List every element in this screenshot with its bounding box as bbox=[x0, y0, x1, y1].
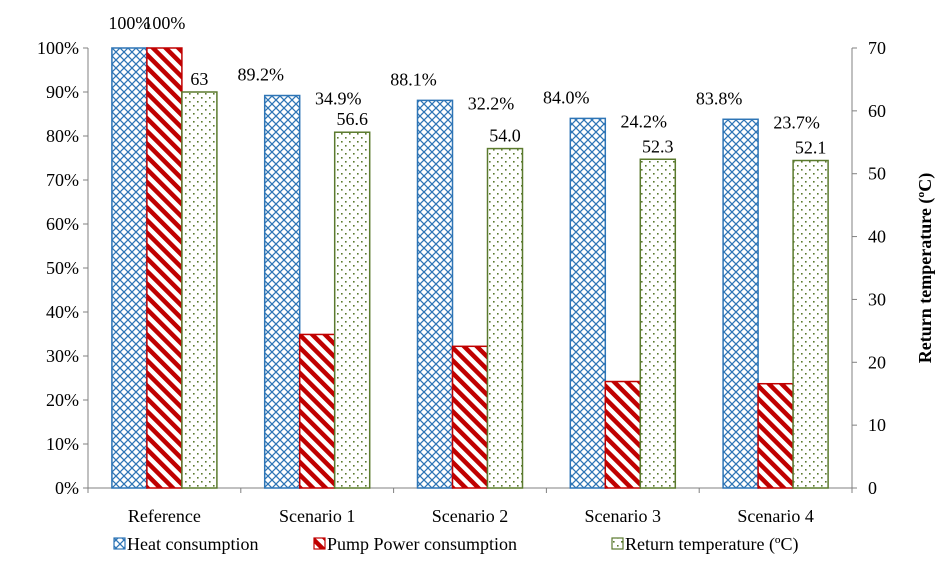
bar-heat-consumption bbox=[263, 94, 301, 489]
right-tick-label: 0 bbox=[868, 478, 877, 498]
left-tick-label: 90% bbox=[46, 82, 79, 102]
right-tick-label: 60 bbox=[868, 101, 886, 121]
bar-return-temperature bbox=[792, 159, 829, 489]
legend-swatch-heat-consumption bbox=[113, 537, 126, 550]
bar-return-temperature bbox=[486, 147, 524, 489]
data-label-return-temperature: 52.1 bbox=[795, 138, 827, 158]
legend-swatch-return-temperature bbox=[611, 537, 624, 550]
bar-return-temperature bbox=[333, 131, 371, 489]
right-tick-label: 50 bbox=[868, 164, 886, 184]
right-tick-label: 20 bbox=[868, 352, 886, 372]
bar-heat-consumption bbox=[569, 117, 607, 489]
legend-label-return-temperature: Return temperature (ºC) bbox=[625, 534, 799, 555]
left-tick-label: 60% bbox=[46, 214, 79, 234]
right-tick-label: 70 bbox=[868, 38, 886, 58]
bar-pump-power-consumption bbox=[604, 380, 642, 489]
x-tick-label: Reference bbox=[128, 506, 201, 526]
data-label-heat-consumption: 89.2% bbox=[237, 65, 284, 85]
bar-return-temperature bbox=[181, 91, 218, 489]
left-tick-label: 0% bbox=[55, 478, 79, 498]
data-label-return-temperature: 63 bbox=[190, 69, 208, 89]
left-tick-label: 10% bbox=[46, 434, 79, 454]
data-label-return-temperature: 56.6 bbox=[336, 109, 368, 129]
x-tick-label: Scenario 1 bbox=[279, 506, 355, 526]
data-label-pump-power-consumption: 32.2% bbox=[468, 93, 515, 113]
bar-heat-consumption bbox=[722, 118, 759, 489]
data-label-pump-power-consumption: 100% bbox=[143, 13, 185, 33]
bar-return-temperature bbox=[639, 158, 677, 489]
right-tick-label: 30 bbox=[868, 289, 886, 309]
data-label-pump-power-consumption: 24.2% bbox=[621, 111, 668, 131]
data-labels: 100%100% 63 89.2% 34.9%56.6 88.1% 32.2% 54.0 84… bbox=[108, 13, 826, 158]
left-tick-label: 50% bbox=[46, 258, 79, 278]
x-tick-label: Scenario 3 bbox=[585, 506, 661, 526]
legend: Heat consumption Pump Power consumption Re… bbox=[113, 534, 799, 555]
left-tick-label: 100% bbox=[37, 38, 79, 58]
data-label-pump-power-consumption: 34.9% bbox=[315, 89, 362, 109]
left-tick-label: 20% bbox=[46, 390, 79, 410]
data-label-heat-consumption: 100% bbox=[108, 13, 150, 33]
left-tick-label: 80% bbox=[46, 126, 79, 146]
data-label-pump-power-consumption: 23.7% bbox=[773, 112, 820, 132]
bar-heat-consumption bbox=[416, 99, 454, 489]
x-tick-label: Scenario 4 bbox=[737, 506, 813, 526]
data-label-return-temperature: 54.0 bbox=[489, 126, 521, 146]
data-label-heat-consumption: 88.1% bbox=[390, 69, 437, 89]
data-label-return-temperature: 52.3 bbox=[642, 136, 674, 156]
axes: 0% 10% 20% 30% 40% 50% 60% 70% 80% 90% 100% 0 10 20 30… bbox=[37, 38, 936, 526]
data-label-heat-consumption: 84.0% bbox=[543, 87, 590, 107]
bar-pump-power-consumption bbox=[298, 333, 336, 489]
legend-swatch-pump-power-consumption bbox=[313, 537, 326, 550]
legend-label-heat-consumption: Heat consumption bbox=[127, 534, 258, 554]
right-tick-label: 10 bbox=[868, 415, 886, 435]
left-tick-label: 40% bbox=[46, 302, 79, 322]
bar-pump-power-consumption bbox=[146, 47, 183, 489]
data-label-heat-consumption: 83.8% bbox=[696, 88, 743, 108]
right-axis-title: Return temperature (ºC) bbox=[915, 173, 936, 364]
bars bbox=[111, 47, 829, 489]
bar-heat-consumption bbox=[111, 47, 148, 489]
legend-label-pump-power-consumption: Pump Power consumption bbox=[327, 534, 517, 554]
bar-pump-power-consumption bbox=[757, 382, 794, 489]
x-tick-label: Scenario 2 bbox=[432, 506, 508, 526]
left-tick-label: 70% bbox=[46, 170, 79, 190]
left-tick-label: 30% bbox=[46, 346, 79, 366]
bar-pump-power-consumption bbox=[451, 345, 489, 489]
right-tick-label: 40 bbox=[868, 227, 886, 247]
